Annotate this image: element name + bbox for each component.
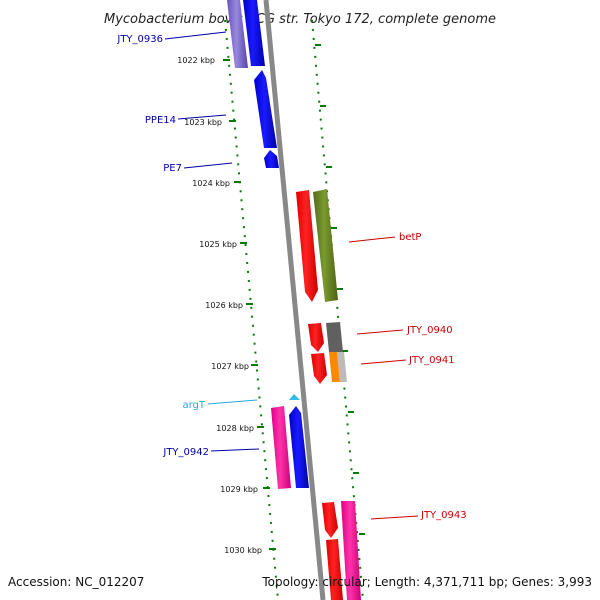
genome-backbone <box>263 0 326 600</box>
gene-label-jty0942: JTY_0942 <box>162 447 209 458</box>
tick-labels: 1022 kbp 1023 kbp 1024 kbp 1025 kbp 1026… <box>177 56 262 555</box>
gene-argt <box>289 394 300 400</box>
gene-jty0942 <box>289 406 309 488</box>
gene-label-jty0940: JTY_0940 <box>406 325 453 336</box>
gene-jty0941 <box>329 352 340 382</box>
gene-pe7 <box>264 150 279 168</box>
gene-label-betp: betP <box>399 232 421 243</box>
gene-label-argt: argT <box>182 400 205 411</box>
gene-labels: JTY_0936 PPE14 PE7 betP JTY_0940 JTY_094… <box>116 34 466 521</box>
accession-text: Accession: NC_012207 <box>8 575 144 589</box>
gene-jty0943 <box>341 501 361 600</box>
gene-jty0941-right <box>337 352 347 382</box>
gene-label-pe7: PE7 <box>163 163 182 174</box>
tick-marks-right <box>315 44 365 535</box>
gene-label-ppe14: PPE14 <box>145 115 176 126</box>
gene-betp <box>313 189 338 302</box>
map-title: Mycobacterium bovis BCG str. Tokyo 172, … <box>104 12 496 27</box>
tick-label: 1029 kbp <box>220 485 258 494</box>
tick-label: 1022 kbp <box>177 56 215 65</box>
gene-jty0942-left <box>271 406 291 489</box>
topology-text: Topology: circular; Length: 4,371,711 bp… <box>261 575 592 589</box>
gene-jty0943-left-b <box>326 539 343 600</box>
tick-label: 1030 kbp <box>224 546 262 555</box>
tick-label: 1024 kbp <box>192 179 230 188</box>
tick-label: 1026 kbp <box>205 301 243 310</box>
gene-betp-left <box>296 190 318 302</box>
gene-jty0943-left <box>322 502 338 538</box>
gene-ppe14 <box>254 70 277 148</box>
gene-jty0940-left <box>308 323 324 352</box>
tick-label: 1023 kbp <box>184 118 222 127</box>
gene-jty0941-left <box>311 353 327 384</box>
gene-jty0936 <box>243 0 265 66</box>
gene-label-jty0936: JTY_0936 <box>116 34 163 45</box>
gene-label-jty0943: JTY_0943 <box>420 510 467 521</box>
gene-jty0936-left <box>227 0 248 68</box>
tick-label: 1025 kbp <box>199 240 237 249</box>
gene-jty0940 <box>326 322 343 352</box>
label-connectors <box>164 31 419 520</box>
tick-label: 1028 kbp <box>216 424 254 433</box>
tick-label: 1027 kbp <box>211 362 249 371</box>
gene-label-jty0941: JTY_0941 <box>408 355 455 366</box>
tick-marks-left <box>223 59 276 550</box>
